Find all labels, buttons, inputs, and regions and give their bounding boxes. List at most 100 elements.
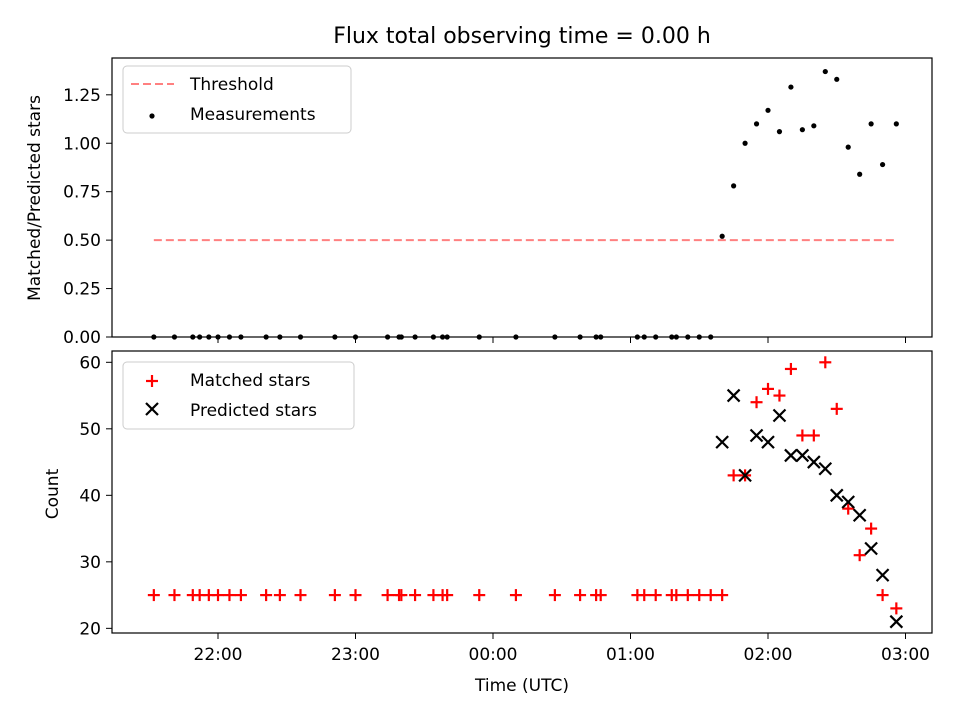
predicted-star-marker [772, 408, 787, 423]
legend-box [122, 65, 352, 134]
measurement-point [788, 84, 794, 90]
matched-star-marker [784, 362, 797, 375]
matched-star-marker [842, 502, 855, 515]
marker-stroke [772, 408, 787, 423]
x-tick-label: 01:00 [606, 645, 655, 665]
marker-stroke [761, 435, 775, 449]
plot-area-count: 22:00 23:00 00:00 01:00 02:00 03:00 20 30 40 50 60 [79, 353, 930, 665]
panel-ratio: Flux total observing time = 0.00 h Match… [25, 24, 933, 348]
x-axis-label-time: Time (UTC) [474, 676, 569, 696]
marker-stroke [807, 455, 821, 469]
x-tick-label: 03:00 [881, 645, 930, 665]
matched-star-marker [409, 589, 422, 602]
matched-star-marker [223, 589, 236, 602]
marker-stroke [738, 468, 752, 483]
y-tick-label: 40 [79, 486, 101, 506]
legend-predicted-label: Predicted stars [190, 401, 317, 421]
y-axis-label-ratio: Matched/Predicted stars [25, 95, 45, 301]
measurement-point [776, 129, 783, 135]
matched-star-marker [716, 589, 729, 602]
matched-star-marker [649, 589, 662, 602]
matched-star-marker [727, 469, 740, 482]
matched-star-marker [212, 589, 224, 602]
matched-star-marker [395, 589, 408, 602]
measurement-point [719, 233, 725, 239]
marker-stroke [818, 461, 833, 476]
matched-star-marker [819, 356, 832, 369]
measurement-point [799, 127, 805, 133]
matched-star-marker [807, 429, 820, 442]
measurement-point [765, 107, 771, 113]
marker-stroke [841, 495, 855, 509]
predicted-star-marker [726, 388, 741, 403]
y-tick-label: 0.75 [63, 183, 101, 203]
predicted-star-marker [864, 541, 878, 556]
matched-star-marker [594, 589, 607, 602]
predicted-star-marker [818, 461, 833, 476]
matched-star-marker [381, 589, 394, 602]
predicted-star-marker [807, 455, 821, 469]
y-tick-label: 0.00 [63, 328, 101, 348]
x-tick-label: 23:00 [331, 645, 380, 665]
predicted-star-marker [841, 495, 855, 509]
predicted-star-marker [761, 435, 775, 449]
marker-stroke [726, 388, 741, 403]
y-axis-label-count: Count [43, 468, 63, 519]
y-tick-label: 30 [79, 553, 101, 573]
matched-star-marker [574, 589, 587, 602]
legend-count: Matched stars Predicted stars [122, 361, 355, 430]
matched-star-marker [773, 389, 786, 402]
matched-star-marker [704, 589, 717, 602]
y-tick-label: 20 [79, 619, 101, 639]
predicted-star-marker [738, 468, 752, 483]
matched-star-marker [548, 589, 561, 602]
marker-stroke [715, 435, 729, 449]
axes-frame-ratio [111, 57, 933, 338]
legend-box [122, 361, 355, 430]
predicted-star-marker [715, 435, 729, 449]
predicted-star-marker [749, 428, 764, 443]
measurement-point [742, 140, 748, 146]
legend-predicted-swatch [145, 402, 159, 416]
marker-stroke [749, 428, 764, 443]
x-tick-label: 22:00 [194, 645, 243, 665]
marker-stroke [795, 448, 810, 463]
predicted-star-marker [795, 448, 810, 463]
marker-stroke [875, 568, 890, 582]
legend-threshold-label: Threshold [189, 75, 274, 95]
measurement-point [868, 121, 874, 127]
matched-star-marker [693, 589, 706, 602]
matched-star-marker [865, 522, 878, 535]
predicted-star-marker [875, 568, 890, 582]
chart-title: Flux total observing time = 0.00 h [333, 24, 711, 49]
y-tick-label: 50 [79, 420, 101, 440]
matched-star-marker [273, 589, 286, 602]
matched-star-marker [260, 589, 273, 602]
measurement-point [879, 161, 886, 168]
predicted-star-marker [889, 614, 904, 629]
matched-star-marker [681, 589, 694, 602]
marker-stroke [864, 541, 878, 556]
legend-measurements-label: Measurements [190, 105, 316, 125]
marker-stroke [889, 614, 904, 629]
legend-matched-swatch [146, 375, 158, 387]
matched-star-marker [890, 602, 903, 615]
measurement-point [822, 68, 828, 75]
plot-area-ratio: 0.00 0.25 0.50 0.75 1.00 1.25 [63, 68, 906, 348]
matched-star-marker [147, 589, 160, 602]
matched-star-marker [441, 589, 454, 602]
predicted-star-marker [784, 448, 798, 463]
matched-star-marker [796, 429, 809, 442]
measurement-point [753, 121, 760, 127]
legend-ratio: Threshold Measurements [122, 65, 352, 134]
measurement-point [857, 171, 863, 177]
matched-star-marker [294, 589, 307, 602]
measurement-point [893, 121, 899, 127]
matched-star-marker [509, 589, 522, 602]
y-tick-label: 1.00 [63, 134, 101, 154]
marker-stroke [829, 488, 844, 503]
legend-matched-label: Matched stars [190, 371, 310, 391]
measurement-point [731, 183, 737, 189]
measurement-point [811, 123, 817, 129]
